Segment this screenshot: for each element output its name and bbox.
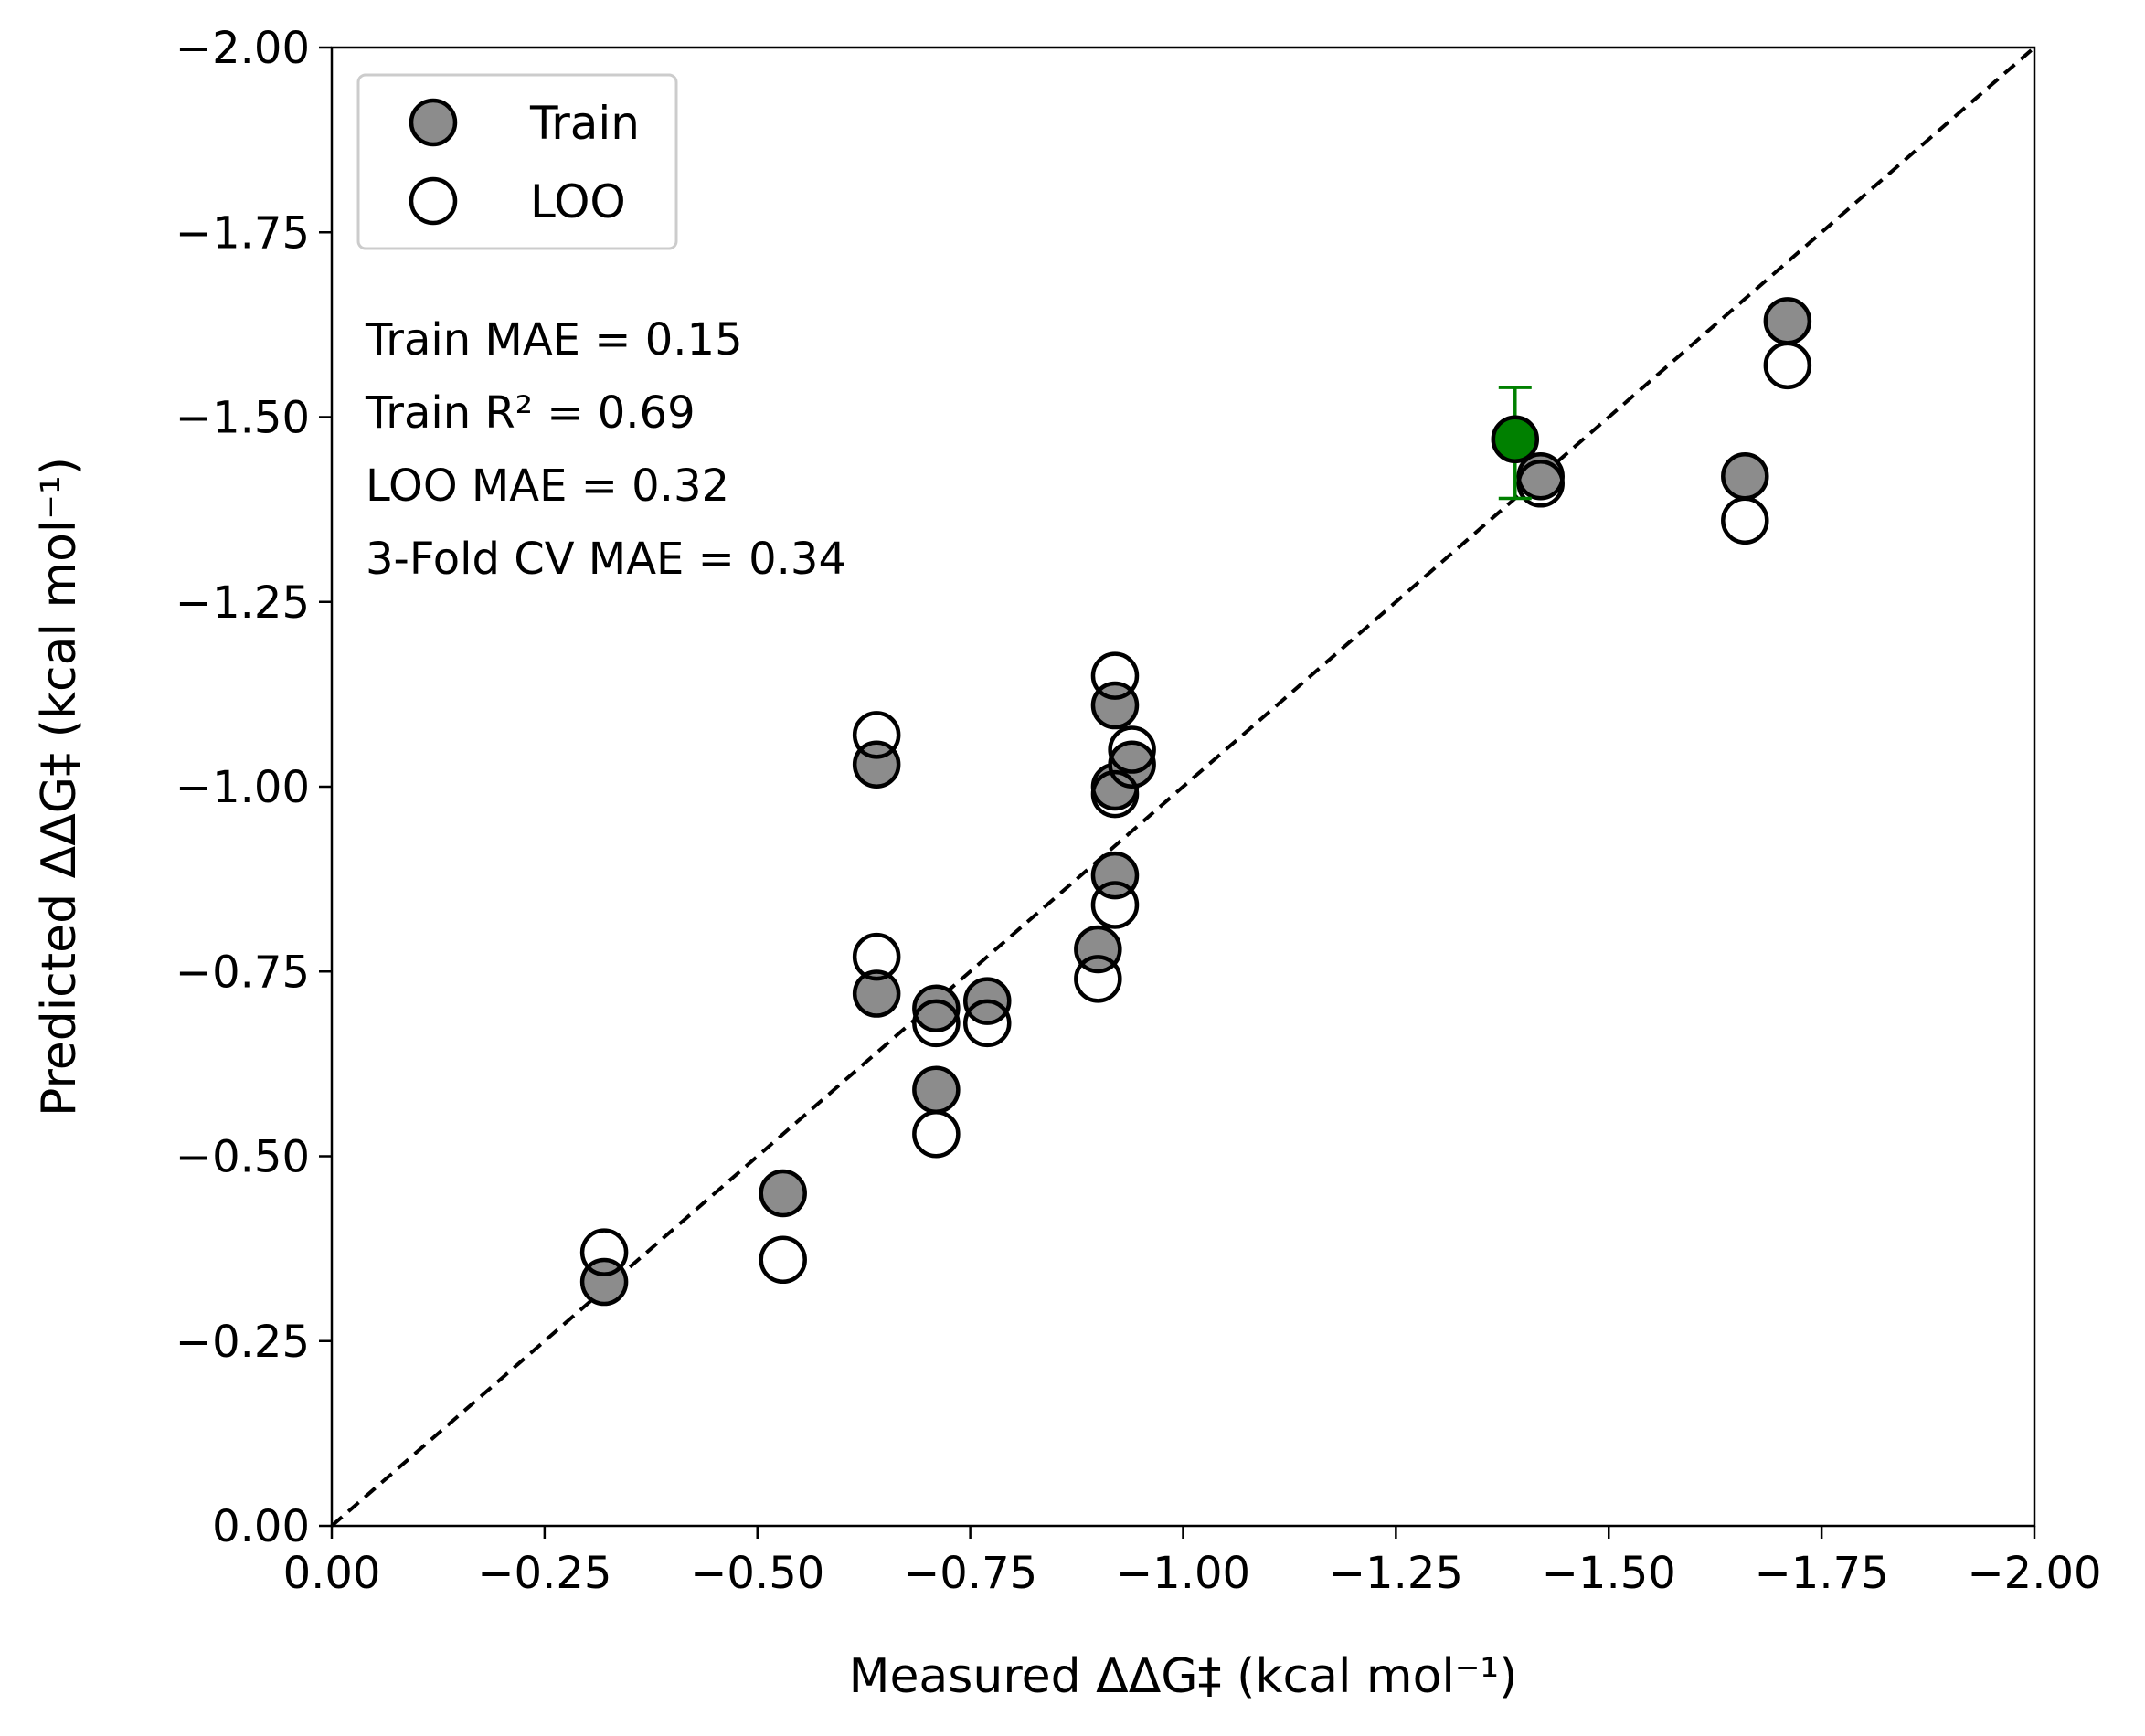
data-point bbox=[1516, 460, 1565, 508]
data-point bbox=[912, 1109, 961, 1159]
data-point bbox=[912, 999, 961, 1048]
series-highlight bbox=[1491, 386, 1540, 501]
y-tick-label: −1.25 bbox=[175, 577, 310, 629]
data-point bbox=[759, 1169, 807, 1218]
y-axis-title: Predicted ΔΔG‡ (kcal mol⁻¹) bbox=[32, 457, 87, 1117]
data-point bbox=[1721, 451, 1769, 501]
series-train bbox=[579, 297, 1812, 1307]
data-points-layer bbox=[579, 297, 1812, 1307]
stat-annotation: LOO MAE = 0.32 bbox=[366, 460, 729, 512]
data-point bbox=[1090, 769, 1140, 819]
x-tick-label: −0.50 bbox=[690, 1548, 824, 1599]
legend-label-loo: LOO bbox=[530, 175, 626, 228]
x-tick-label: −1.75 bbox=[1755, 1548, 1889, 1599]
data-point bbox=[852, 969, 901, 1018]
stat-annotation: Train MAE = 0.15 bbox=[365, 314, 743, 365]
y-tick-label: −0.75 bbox=[175, 947, 310, 998]
data-point bbox=[1763, 297, 1812, 345]
y-tick-label: −1.75 bbox=[175, 207, 310, 259]
data-point bbox=[963, 999, 1012, 1048]
data-point bbox=[579, 1228, 629, 1276]
y-tick-label: −0.50 bbox=[175, 1132, 310, 1183]
x-tick-label: 0.00 bbox=[283, 1548, 381, 1599]
y-tick-label: −2.00 bbox=[175, 23, 310, 74]
stat-annotation: Train R² = 0.69 bbox=[365, 387, 696, 439]
data-point bbox=[852, 932, 901, 981]
x-tick-label: −1.00 bbox=[1116, 1548, 1250, 1599]
x-tick-label: −0.25 bbox=[477, 1548, 611, 1599]
legend: Train LOO bbox=[356, 73, 678, 250]
y-tick-label: 0.00 bbox=[212, 1501, 310, 1552]
data-point bbox=[1090, 881, 1140, 929]
data-point bbox=[852, 711, 901, 759]
reference-line-y-equals-x bbox=[330, 46, 2036, 1528]
data-point bbox=[912, 984, 961, 1032]
x-tick-label: −1.50 bbox=[1542, 1548, 1676, 1599]
reference-line-layer bbox=[330, 46, 2036, 1528]
data-point bbox=[1491, 415, 1540, 464]
x-tick-label: −0.75 bbox=[903, 1548, 1037, 1599]
legend-marker-train bbox=[409, 98, 458, 147]
data-point bbox=[1108, 725, 1156, 774]
legend-marker-loo bbox=[409, 176, 458, 226]
legend-label-train: Train bbox=[529, 97, 640, 150]
x-axis-title: Measured ΔΔG‡ (kcal mol⁻¹) bbox=[849, 1649, 1518, 1704]
data-point bbox=[1108, 740, 1156, 789]
x-tick-label: −2.00 bbox=[1967, 1548, 2101, 1599]
x-tick-label: −1.25 bbox=[1329, 1548, 1463, 1599]
data-point bbox=[1763, 341, 1812, 390]
data-point bbox=[1721, 496, 1769, 545]
y-tick-label: −1.50 bbox=[175, 393, 310, 444]
series-loo bbox=[579, 341, 1812, 1285]
y-tick-label: −1.00 bbox=[175, 762, 310, 813]
data-point bbox=[759, 1235, 807, 1285]
data-point bbox=[912, 1065, 961, 1114]
data-point bbox=[1074, 955, 1122, 1003]
axes-layer: 0.00 −0.25 −0.50 −0.75 −1.00 −1.25 −1.50 −1.75 −… bbox=[32, 23, 2102, 1704]
y-tick-label: −0.25 bbox=[175, 1317, 310, 1368]
stats-annotations: Train MAE = 0.15 Train R² = 0.69 LOO MAE =… bbox=[365, 314, 846, 585]
stat-annotation: 3-Fold CV MAE = 0.34 bbox=[366, 534, 846, 585]
data-point bbox=[1090, 651, 1140, 700]
